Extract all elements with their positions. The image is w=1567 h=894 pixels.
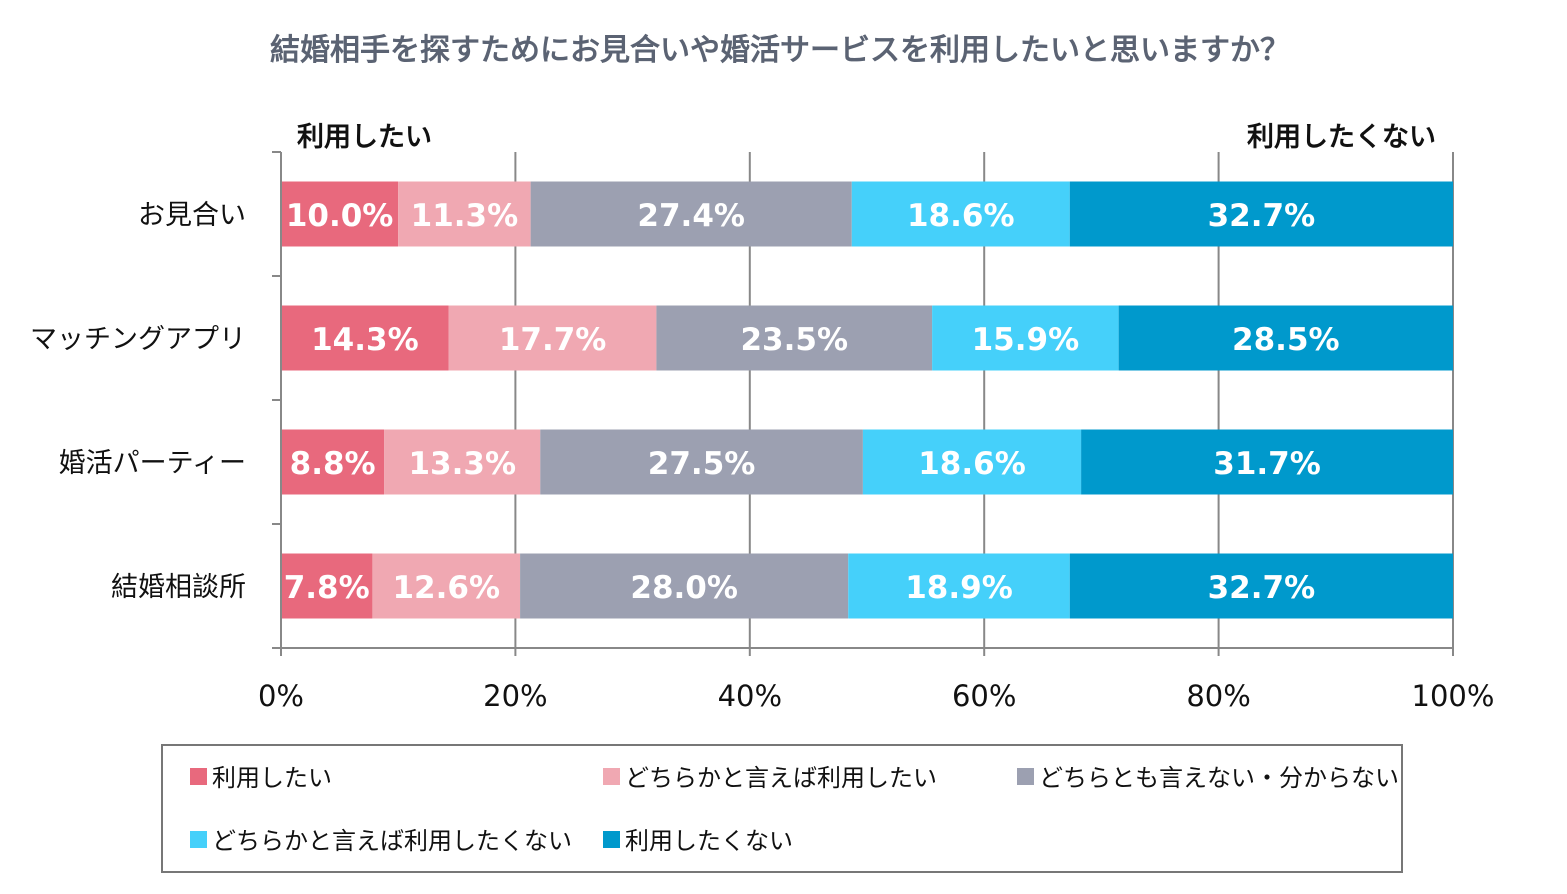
bar-segment — [1069, 181, 1453, 247]
data-label: 28.0% — [630, 570, 738, 606]
legend-label: どちらかと言えば利用したい — [625, 764, 937, 792]
bar-segment — [398, 181, 531, 247]
data-label: 12.6% — [392, 570, 500, 606]
bar-segment — [281, 181, 399, 247]
data-label: 18.6% — [907, 198, 1015, 234]
x-tick-label: 20% — [483, 679, 547, 713]
legend-swatch — [190, 768, 207, 785]
bar-segment — [384, 429, 541, 495]
legend-swatch — [603, 768, 620, 785]
bar-segment — [656, 305, 933, 371]
x-tick-label: 60% — [952, 679, 1016, 713]
bar-segment — [851, 181, 1070, 247]
category-label: 結婚相談所 — [111, 572, 246, 603]
left-annotation: 利用したい — [297, 122, 432, 153]
data-label: 23.5% — [740, 322, 848, 358]
data-label: 18.6% — [918, 446, 1026, 482]
legend-label: 利用したい — [212, 764, 332, 792]
bar-segment — [372, 553, 521, 619]
category-label: 婚活パーティー — [59, 448, 246, 479]
data-label: 8.8% — [290, 446, 376, 482]
bar-segment — [520, 553, 849, 619]
bar-segment — [1069, 553, 1453, 619]
legend-label: どちらとも言えない・分からない — [1039, 764, 1399, 792]
data-label: 17.7% — [499, 322, 607, 358]
bar-segment — [1118, 305, 1453, 371]
legend-label: どちらかと言えば利用したくない — [212, 827, 572, 855]
data-label: 13.3% — [408, 446, 516, 482]
bar-segment — [1081, 429, 1453, 495]
bar-segment — [530, 181, 852, 247]
data-label: 27.5% — [648, 446, 756, 482]
bar-segment — [448, 305, 657, 371]
chart-title: 結婚相手を探すためにお見合いや婚活サービスを利用したいと思いますか？ — [270, 33, 1290, 68]
x-tick-label: 40% — [718, 679, 782, 713]
data-label: 28.5% — [1232, 322, 1340, 358]
x-tick-label: 100% — [1412, 679, 1495, 713]
data-label: 14.3% — [311, 322, 419, 358]
data-label: 10.0% — [286, 198, 394, 234]
data-label: 31.7% — [1213, 446, 1321, 482]
data-label: 15.9% — [972, 322, 1080, 358]
category-label: マッチングアプリ — [30, 324, 246, 355]
legend-swatch — [190, 831, 207, 848]
bar-segment — [932, 305, 1119, 371]
legend-box — [161, 744, 1403, 873]
bar-segment — [281, 305, 449, 371]
bar-segment — [540, 429, 863, 495]
category-label: お見合い — [138, 200, 246, 231]
x-tick-label: 80% — [1186, 679, 1250, 713]
data-label: 32.7% — [1208, 198, 1316, 234]
bar-segment — [281, 553, 373, 619]
legend: 利用したい どちらかと言えば利用したい どちらとも言えない・分からないどちらかと言え… — [190, 764, 1399, 855]
legend-swatch — [603, 831, 620, 848]
data-label: 7.8% — [284, 570, 370, 606]
legend-swatch — [1017, 768, 1034, 785]
bar-segment — [848, 553, 1070, 619]
data-label: 11.3% — [411, 198, 519, 234]
x-tick-label: 0% — [258, 679, 304, 713]
bar-segment — [281, 429, 385, 495]
right-annotation: 利用したくない — [1247, 122, 1436, 153]
data-label: 18.9% — [905, 570, 1013, 606]
legend-label: 利用したくない — [625, 827, 793, 855]
bar-segment — [862, 429, 1082, 495]
data-label: 32.7% — [1208, 570, 1316, 606]
data-label: 27.4% — [637, 198, 745, 234]
